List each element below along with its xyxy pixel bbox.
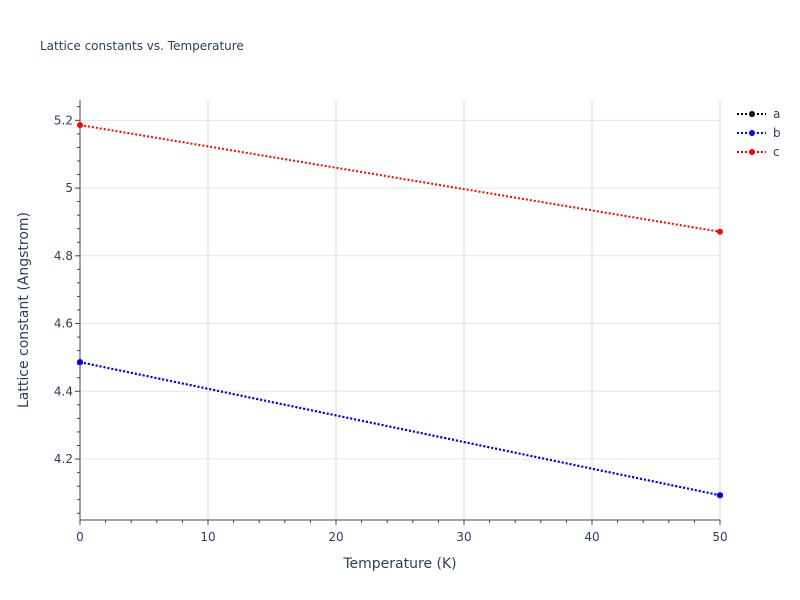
legend[interactable]: abc xyxy=(737,107,781,159)
legend-item-c[interactable]: c xyxy=(737,145,780,159)
legend-swatch-marker xyxy=(749,130,755,136)
x-tick-label: 50 xyxy=(712,530,727,544)
legend-label: a xyxy=(773,107,780,121)
y-tick-label: 4.4 xyxy=(54,384,73,398)
legend-item-b[interactable]: b xyxy=(737,126,781,140)
y-tick-label: 4.8 xyxy=(54,249,73,263)
y-tick-label: 4.2 xyxy=(54,452,73,466)
data-point-c xyxy=(77,122,83,129)
x-tick-label: 0 xyxy=(76,530,84,544)
axes: 0 10 20 30 40 50 4.2 4.4 4.6 4.8 5 5.2 xyxy=(54,100,728,544)
legend-swatch-marker xyxy=(749,149,755,155)
x-tick-label: 40 xyxy=(584,530,599,544)
legend-label: b xyxy=(773,126,781,140)
y-tick-label: 5.2 xyxy=(54,113,73,127)
x-axis-title: Temperature (K) xyxy=(342,556,456,572)
legend-item-a[interactable]: a xyxy=(737,107,780,121)
legend-label: c xyxy=(773,145,780,159)
data-point-c xyxy=(717,228,723,235)
x-tick-label: 20 xyxy=(328,530,343,544)
grid xyxy=(80,100,721,520)
y-axis-title: Lattice constant (Angstrom) xyxy=(16,212,32,408)
series-line-b xyxy=(79,361,721,497)
x-tick-label: 10 xyxy=(200,530,215,544)
chart-title: Lattice constants vs. Temperature xyxy=(40,39,244,53)
x-tick-label: 30 xyxy=(456,530,471,544)
series-line-c xyxy=(79,124,721,233)
legend-swatch-marker xyxy=(749,111,755,117)
y-tick-label: 5 xyxy=(65,181,73,195)
series-layer xyxy=(77,122,723,499)
data-point-b xyxy=(77,359,83,366)
data-point-b xyxy=(717,492,723,499)
y-tick-label: 4.6 xyxy=(54,317,73,331)
